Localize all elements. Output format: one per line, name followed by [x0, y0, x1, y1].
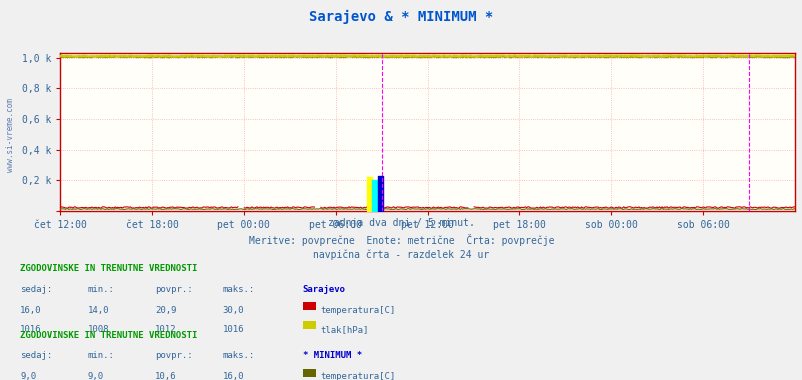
Text: ZGODOVINSKE IN TRENUTNE VREDNOSTI: ZGODOVINSKE IN TRENUTNE VREDNOSTI — [20, 264, 197, 273]
Text: 20,9: 20,9 — [155, 306, 176, 315]
Text: navpična črta - razdelek 24 ur: navpična črta - razdelek 24 ur — [313, 250, 489, 260]
Text: maks.:: maks.: — [222, 352, 254, 361]
Text: sedaj:: sedaj: — [20, 352, 52, 361]
Text: maks.:: maks.: — [222, 285, 254, 294]
Text: zadnja dva dni / 5 minut.: zadnja dva dni / 5 minut. — [328, 218, 474, 228]
Text: 14,0: 14,0 — [87, 306, 109, 315]
Text: 1012: 1012 — [155, 325, 176, 334]
Text: 1016: 1016 — [222, 325, 244, 334]
Text: povpr.:: povpr.: — [155, 352, 192, 361]
Text: 16,0: 16,0 — [222, 372, 244, 380]
Text: temperatura[C]: temperatura[C] — [320, 306, 395, 315]
Text: Sarajevo: Sarajevo — [302, 285, 346, 294]
Text: min.:: min.: — [87, 352, 114, 361]
Text: 9,0: 9,0 — [87, 372, 103, 380]
Text: 16,0: 16,0 — [20, 306, 42, 315]
Text: * MINIMUM *: * MINIMUM * — [302, 352, 362, 361]
Text: sedaj:: sedaj: — [20, 285, 52, 294]
Text: temperatura[C]: temperatura[C] — [320, 372, 395, 380]
Text: 1008: 1008 — [87, 325, 109, 334]
Text: 30,0: 30,0 — [222, 306, 244, 315]
Text: 1016: 1016 — [20, 325, 42, 334]
Text: min.:: min.: — [87, 285, 114, 294]
Text: tlak[hPa]: tlak[hPa] — [320, 325, 368, 334]
Text: Sarajevo & * MINIMUM *: Sarajevo & * MINIMUM * — [309, 10, 493, 24]
Text: Meritve: povprečne  Enote: metrične  Črta: povprečje: Meritve: povprečne Enote: metrične Črta:… — [249, 234, 553, 247]
Text: ZGODOVINSKE IN TRENUTNE VREDNOSTI: ZGODOVINSKE IN TRENUTNE VREDNOSTI — [20, 331, 197, 340]
Text: 10,6: 10,6 — [155, 372, 176, 380]
Text: 9,0: 9,0 — [20, 372, 36, 380]
Text: www.si-vreme.com: www.si-vreme.com — [6, 98, 15, 172]
Text: povpr.:: povpr.: — [155, 285, 192, 294]
